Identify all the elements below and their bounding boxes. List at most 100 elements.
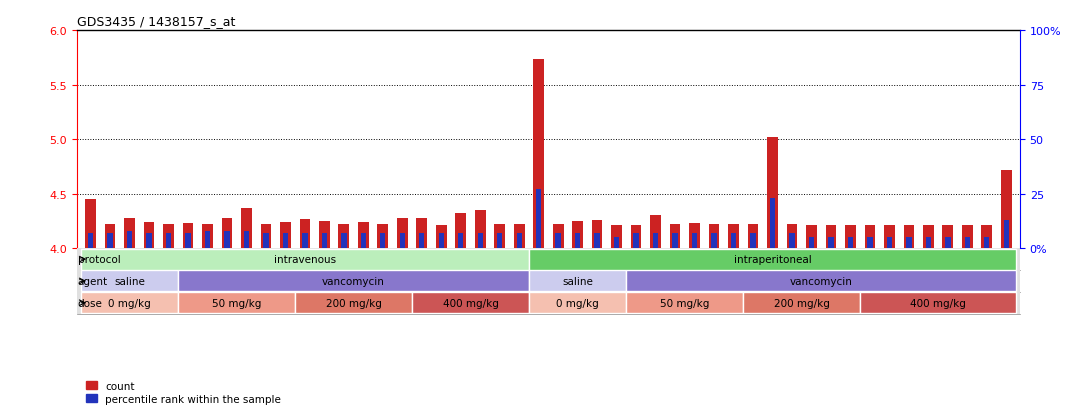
Bar	[633, 233, 639, 249]
Bar	[575, 233, 580, 249]
Text: intraperitoneal: intraperitoneal	[734, 254, 812, 264]
Text: 400 mg/kg: 400 mg/kg	[910, 298, 967, 308]
Bar	[202, 225, 213, 249]
Bar	[614, 238, 619, 249]
Bar	[533, 60, 544, 249]
Bar	[339, 225, 349, 249]
Bar	[455, 214, 466, 249]
Bar	[907, 238, 912, 249]
Text: 0 mg/kg: 0 mg/kg	[556, 298, 599, 308]
Bar	[108, 233, 113, 249]
Bar	[945, 238, 951, 249]
Bar	[923, 226, 933, 249]
Bar	[380, 233, 386, 249]
Bar	[845, 226, 855, 249]
Bar	[205, 231, 210, 249]
Bar	[302, 233, 308, 249]
Bar	[514, 225, 524, 249]
Text: GDS3435 / 1438157_s_at: GDS3435 / 1438157_s_at	[77, 15, 235, 28]
Text: vancomycin: vancomycin	[789, 276, 852, 286]
FancyBboxPatch shape	[529, 249, 1016, 270]
FancyBboxPatch shape	[81, 271, 178, 292]
Text: 50 mg/kg: 50 mg/kg	[211, 298, 262, 308]
Bar	[361, 233, 366, 249]
Bar	[650, 216, 661, 249]
Bar	[984, 238, 989, 249]
Bar	[555, 233, 561, 249]
Bar	[962, 226, 973, 249]
Bar	[143, 223, 155, 249]
Bar	[436, 226, 446, 249]
Bar	[964, 238, 970, 249]
FancyBboxPatch shape	[626, 271, 1016, 292]
Bar	[183, 223, 193, 249]
Bar	[848, 238, 853, 249]
Bar	[789, 233, 795, 249]
Text: 400 mg/kg: 400 mg/kg	[442, 298, 499, 308]
Text: dose: dose	[78, 298, 103, 308]
Bar	[377, 225, 388, 249]
Bar	[494, 225, 505, 249]
Bar	[517, 233, 522, 249]
Bar	[85, 199, 96, 249]
Bar	[767, 138, 778, 249]
Bar	[341, 233, 346, 249]
Bar	[146, 233, 152, 249]
Text: saline: saline	[562, 276, 593, 286]
Bar	[731, 233, 736, 249]
Text: 50 mg/kg: 50 mg/kg	[660, 298, 709, 308]
Bar	[886, 238, 892, 249]
Bar	[283, 233, 288, 249]
Bar	[166, 233, 171, 249]
Bar	[280, 223, 290, 249]
Bar	[221, 218, 232, 249]
Bar	[417, 218, 427, 249]
Bar	[163, 225, 174, 249]
Text: 200 mg/kg: 200 mg/kg	[326, 298, 381, 308]
Bar	[399, 233, 405, 249]
FancyBboxPatch shape	[860, 292, 1016, 313]
Text: 0 mg/kg: 0 mg/kg	[108, 298, 151, 308]
Bar	[397, 218, 408, 249]
Bar	[1004, 220, 1009, 249]
Bar	[477, 233, 483, 249]
Bar	[595, 233, 600, 249]
Bar	[553, 225, 564, 249]
Bar	[806, 226, 817, 249]
Bar	[770, 199, 775, 249]
Bar	[105, 225, 115, 249]
FancyBboxPatch shape	[295, 292, 412, 313]
Bar	[241, 208, 252, 249]
Bar	[787, 225, 798, 249]
Bar	[475, 211, 486, 249]
FancyBboxPatch shape	[529, 271, 626, 292]
FancyBboxPatch shape	[178, 292, 295, 313]
FancyBboxPatch shape	[412, 292, 529, 313]
Bar	[358, 223, 368, 249]
Bar	[829, 238, 834, 249]
Bar	[942, 226, 954, 249]
Bar	[572, 221, 583, 249]
Bar	[263, 233, 268, 249]
Text: saline: saline	[114, 276, 145, 286]
Bar	[611, 226, 622, 249]
Bar	[692, 233, 697, 249]
Bar	[673, 233, 678, 249]
Text: 200 mg/kg: 200 mg/kg	[774, 298, 830, 308]
Text: protocol: protocol	[78, 254, 121, 264]
Bar	[748, 225, 758, 249]
FancyBboxPatch shape	[81, 249, 529, 270]
Bar	[728, 225, 739, 249]
Bar	[261, 225, 271, 249]
Bar	[904, 226, 914, 249]
Bar	[981, 226, 992, 249]
Bar	[826, 226, 836, 249]
Bar	[751, 233, 756, 249]
Bar	[439, 233, 444, 249]
Bar	[458, 233, 464, 249]
FancyBboxPatch shape	[81, 292, 178, 313]
FancyBboxPatch shape	[743, 292, 860, 313]
Text: agent: agent	[78, 276, 108, 286]
Bar	[884, 226, 895, 249]
FancyBboxPatch shape	[178, 271, 529, 292]
